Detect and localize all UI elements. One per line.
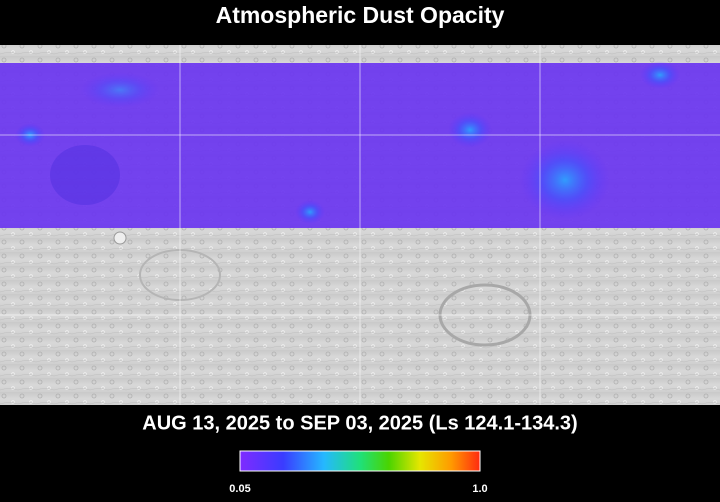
colorbar-max-label: 1.0 [472,483,487,495]
colorbar [239,450,481,472]
date-range: AUG 13, 2025 to SEP 03, 2025 (Ls 124.1-1… [142,412,577,434]
title: Atmospheric Dust Opacity [216,2,505,28]
dust-patches [15,61,680,224]
colorbar-min-label: 0.05 [229,483,250,495]
mars-map [0,45,720,405]
graticule [0,45,720,405]
volcano [113,231,127,245]
